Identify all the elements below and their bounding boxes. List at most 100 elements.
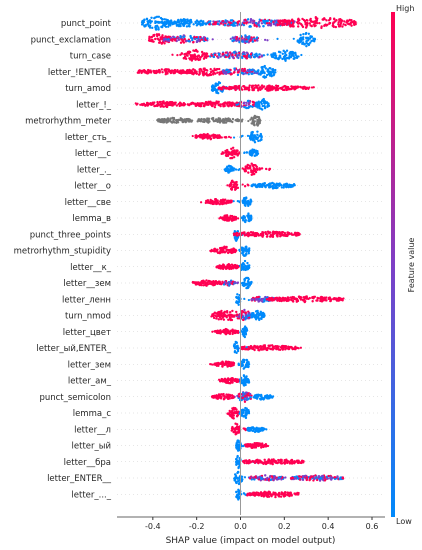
shap-point xyxy=(182,120,185,123)
shap-point xyxy=(305,295,308,298)
shap-point xyxy=(225,314,229,317)
shap-point xyxy=(259,100,263,104)
shap-point xyxy=(247,212,250,215)
shap-point xyxy=(234,350,237,353)
shap-point xyxy=(168,70,171,73)
feature-rows: punct_pointpunct_exclamationturn_caselet… xyxy=(14,15,385,501)
shap-point xyxy=(152,71,156,74)
shap-point xyxy=(191,134,194,138)
shap-point xyxy=(267,88,270,92)
shap-point xyxy=(228,311,232,314)
shap-point xyxy=(338,19,341,22)
shap-point xyxy=(160,118,163,121)
shap-point xyxy=(251,139,255,142)
shap-point xyxy=(242,101,246,104)
shap-point xyxy=(146,104,149,107)
shap-point xyxy=(209,250,213,253)
shap-point xyxy=(269,71,273,74)
shap-point xyxy=(334,297,338,300)
shap-point xyxy=(231,153,234,156)
shap-point xyxy=(195,49,198,53)
shap-point xyxy=(191,102,194,105)
shap-point xyxy=(172,116,176,120)
shap-point xyxy=(185,25,189,28)
shap-point xyxy=(316,296,319,300)
shap-point xyxy=(223,280,227,284)
shap-point xyxy=(299,346,302,349)
shap-point xyxy=(179,102,182,105)
shap-point xyxy=(143,18,146,22)
shap-point xyxy=(206,120,209,123)
shap-point xyxy=(178,104,181,108)
shap-point xyxy=(236,296,239,299)
shap-point xyxy=(221,315,224,319)
shap-point xyxy=(253,140,257,144)
shap-point xyxy=(271,87,275,90)
shap-point xyxy=(259,133,262,136)
shap-point xyxy=(289,183,293,187)
shap-point xyxy=(261,313,264,316)
shap-point xyxy=(134,102,137,105)
shap-point xyxy=(202,135,205,138)
shap-point xyxy=(255,165,259,169)
shap-point xyxy=(224,167,228,170)
shap-point xyxy=(211,117,215,121)
shap-point xyxy=(226,217,230,220)
shap-point xyxy=(342,23,345,26)
shap-point xyxy=(298,296,302,300)
shap-point xyxy=(280,230,284,234)
shap-point xyxy=(248,311,251,315)
shap-point xyxy=(225,330,228,334)
shap-point xyxy=(216,91,220,95)
shap-point xyxy=(231,166,234,169)
shap-point xyxy=(269,24,273,27)
shap-point xyxy=(281,19,285,22)
shap-point xyxy=(136,102,139,105)
shap-point xyxy=(261,71,265,74)
shap-point xyxy=(271,68,275,72)
feature-row: letter_сть_ xyxy=(65,130,385,144)
shap-point xyxy=(224,117,227,120)
shap-point xyxy=(189,34,192,38)
shap-point xyxy=(278,56,281,59)
shap-point xyxy=(203,52,206,55)
shap-point xyxy=(309,24,312,27)
shap-point xyxy=(190,120,193,123)
shap-point xyxy=(145,71,148,75)
shap-point xyxy=(298,38,302,42)
shap-point xyxy=(199,104,203,108)
feature-row: punct_semicolon xyxy=(39,391,385,403)
shap-point xyxy=(207,20,211,24)
shap-point xyxy=(290,85,293,88)
shap-point xyxy=(180,118,183,121)
shap-point xyxy=(146,68,150,72)
shap-point xyxy=(220,309,223,313)
shap-point xyxy=(339,23,342,27)
shap-point xyxy=(346,20,349,23)
shap-point xyxy=(188,50,191,53)
shap-point xyxy=(215,135,218,139)
shap-point xyxy=(172,101,175,105)
shap-point xyxy=(221,365,224,368)
shap-point xyxy=(211,88,215,92)
shap-point xyxy=(256,309,259,313)
shap-point xyxy=(246,99,250,103)
shap-point xyxy=(326,23,329,26)
shap-point xyxy=(232,150,235,153)
shap-point xyxy=(187,24,190,28)
shap-point xyxy=(153,33,156,37)
shap-point xyxy=(224,87,227,90)
shap-point xyxy=(185,52,188,55)
shap-point xyxy=(197,118,201,121)
shap-point xyxy=(141,103,145,107)
shap-point xyxy=(201,22,205,25)
shap-point xyxy=(227,171,230,174)
shap-point xyxy=(207,73,211,77)
shap-point xyxy=(148,20,152,23)
shap-point xyxy=(218,67,221,71)
shap-point xyxy=(158,100,162,104)
shap-point xyxy=(199,56,202,59)
shap-point xyxy=(171,35,175,39)
shap-point xyxy=(215,362,218,366)
